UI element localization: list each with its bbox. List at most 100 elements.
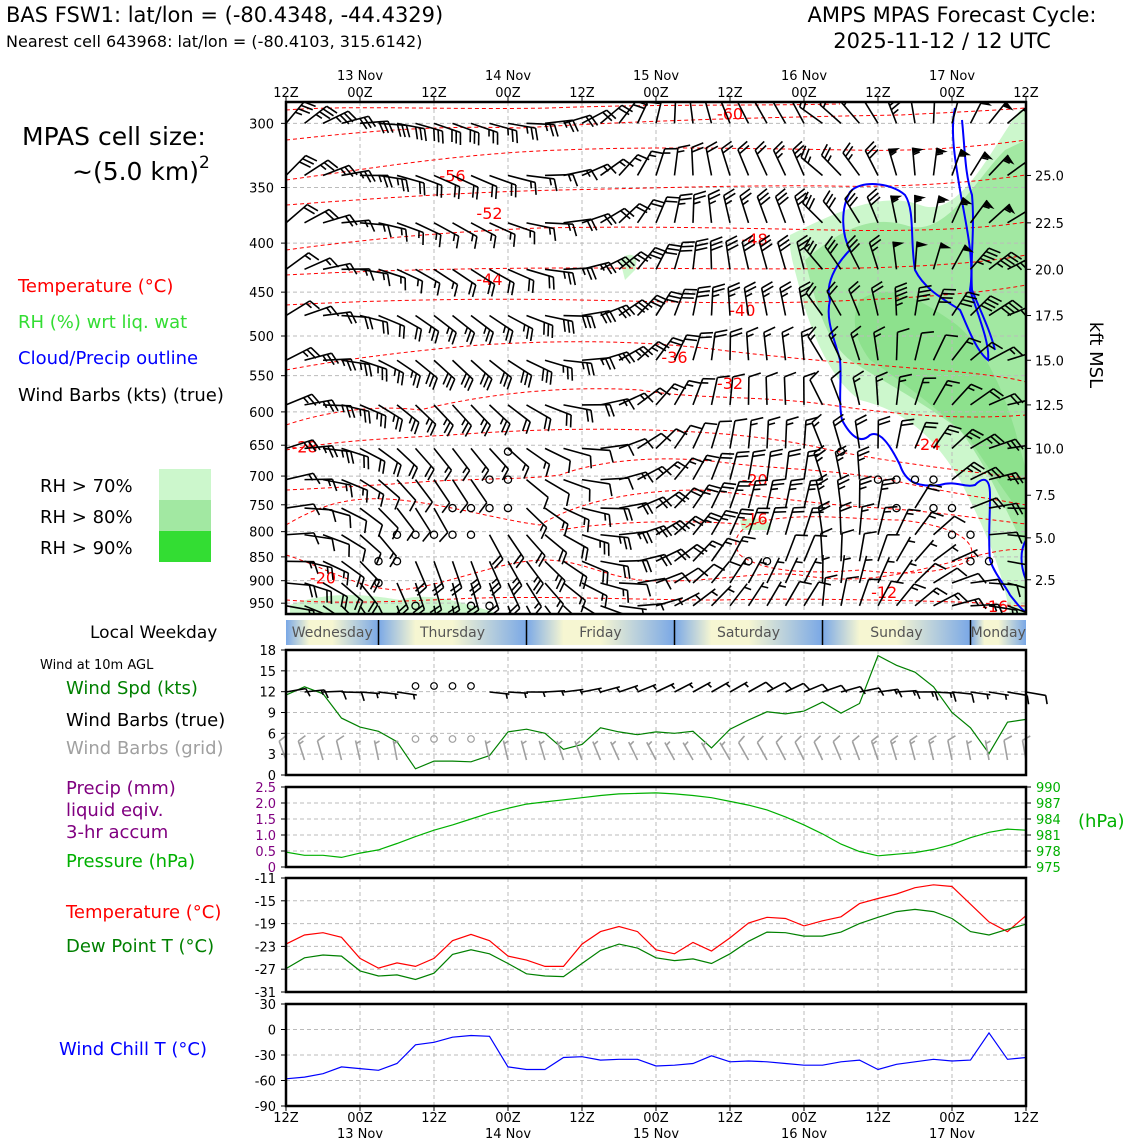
pressure-tick-label: 600 [249,406,274,421]
kft-tick-label: 10.0 [1035,442,1064,457]
wind-barb [969,151,994,176]
wind-barb [766,581,787,607]
weekday-label: Friday [579,625,621,641]
wind-barb [951,597,987,610]
wind-barb [914,539,938,562]
wind-barb-grid [556,740,565,761]
wind-barb [526,359,553,385]
wind-barb-grid [646,740,657,761]
temperature-panel: -11 -15 -19 -23 -27 -31 [255,872,1028,1001]
wind-barb [322,311,357,325]
precip-label-3: 3-hr accum [66,822,168,843]
wind-barb [951,102,970,124]
wind-barb [470,222,497,249]
wind-barb-grid [373,740,380,761]
wind-barb [304,159,339,177]
wind-barb [618,299,653,317]
wind-barb [870,280,884,316]
wind-barb [1007,533,1026,539]
wind-barb [784,416,799,449]
cycle-title: AMPS MPAS Forecast Cycle: [808,3,1097,27]
wind-barb [470,174,498,199]
wind-barb [544,268,577,286]
wind-barb [951,428,984,449]
wind-barb [840,555,851,584]
wind-barb [1007,443,1026,453]
isotherm-label: -28 [291,437,317,456]
wind-barb [692,588,719,607]
pressure-tick-label: 950 [249,597,274,612]
wind-barb [359,534,382,566]
wind-barbs [286,102,1026,614]
wind-barb [378,222,408,242]
wind-barb [286,346,321,361]
calm-marker-grid [467,735,475,743]
wind-barb [839,501,852,535]
wind-barb-grid [392,740,399,761]
wind-barb [729,508,754,536]
wind-barb [951,383,983,406]
wind-barb [322,164,358,177]
wind-barb [895,583,927,607]
wind-barb [322,214,358,227]
calm-marker [910,475,920,484]
wind-barb [866,188,881,224]
wind-barb [581,213,617,226]
wind-barb [807,326,824,361]
wind-barb [747,372,761,405]
wind-barb-grid [682,741,694,761]
calm-marker [485,475,494,484]
wind-barb [525,534,546,567]
wind-barb [544,119,579,133]
wind-barb [581,403,615,417]
wind-barb [526,122,559,137]
wind-barb [892,241,905,270]
top-date-label: 14 Nov [485,69,531,84]
top-xtick-label: 00Z [347,86,373,101]
wind-barb [322,560,350,586]
wind-barb [544,534,568,565]
wind-barb [766,557,785,584]
kft-tick-label: 2.5 [1035,574,1056,589]
wind-barb [359,605,377,614]
wind-barb [692,512,723,536]
calm-marker [966,530,975,540]
wind-barb [703,102,713,124]
wind-barb [840,575,860,606]
wind-barb [933,567,968,584]
wind-barb [828,325,842,361]
bottom-xtick-label: 12Z [1013,1111,1039,1126]
panel-frame [284,648,1028,777]
ytick-label: 30 [259,998,276,1013]
wind-barb [784,448,802,480]
wind-barb [774,188,789,224]
wind-barb [1025,108,1026,125]
wind-barb [563,314,596,329]
calm-marker [503,503,513,513]
wind-barb [507,560,523,596]
calm-marker [485,503,494,513]
wind-barb [846,234,861,270]
calm-marker [466,601,476,611]
wind-barb [692,454,720,481]
wind-barb [544,478,570,507]
wind-barb [765,371,779,405]
wind-barb [470,314,495,345]
wind-barb [673,424,703,449]
wind-barb [747,449,766,480]
wind-barb [600,582,630,603]
wind-barb [507,691,529,699]
wind-barb [988,346,1024,361]
wind-barb [286,605,317,614]
ytick-label: 3 [268,748,276,763]
wind-barb [710,283,726,316]
wind-barb-grid [335,735,345,761]
wind-barb [784,580,812,607]
wind-barb [729,450,750,480]
calm-marker [762,557,772,566]
wind-barb [758,234,773,270]
wind-barb [396,605,407,614]
wind-barb [747,416,764,449]
wind-barb-grid [502,740,509,761]
wind-barb [618,684,639,693]
